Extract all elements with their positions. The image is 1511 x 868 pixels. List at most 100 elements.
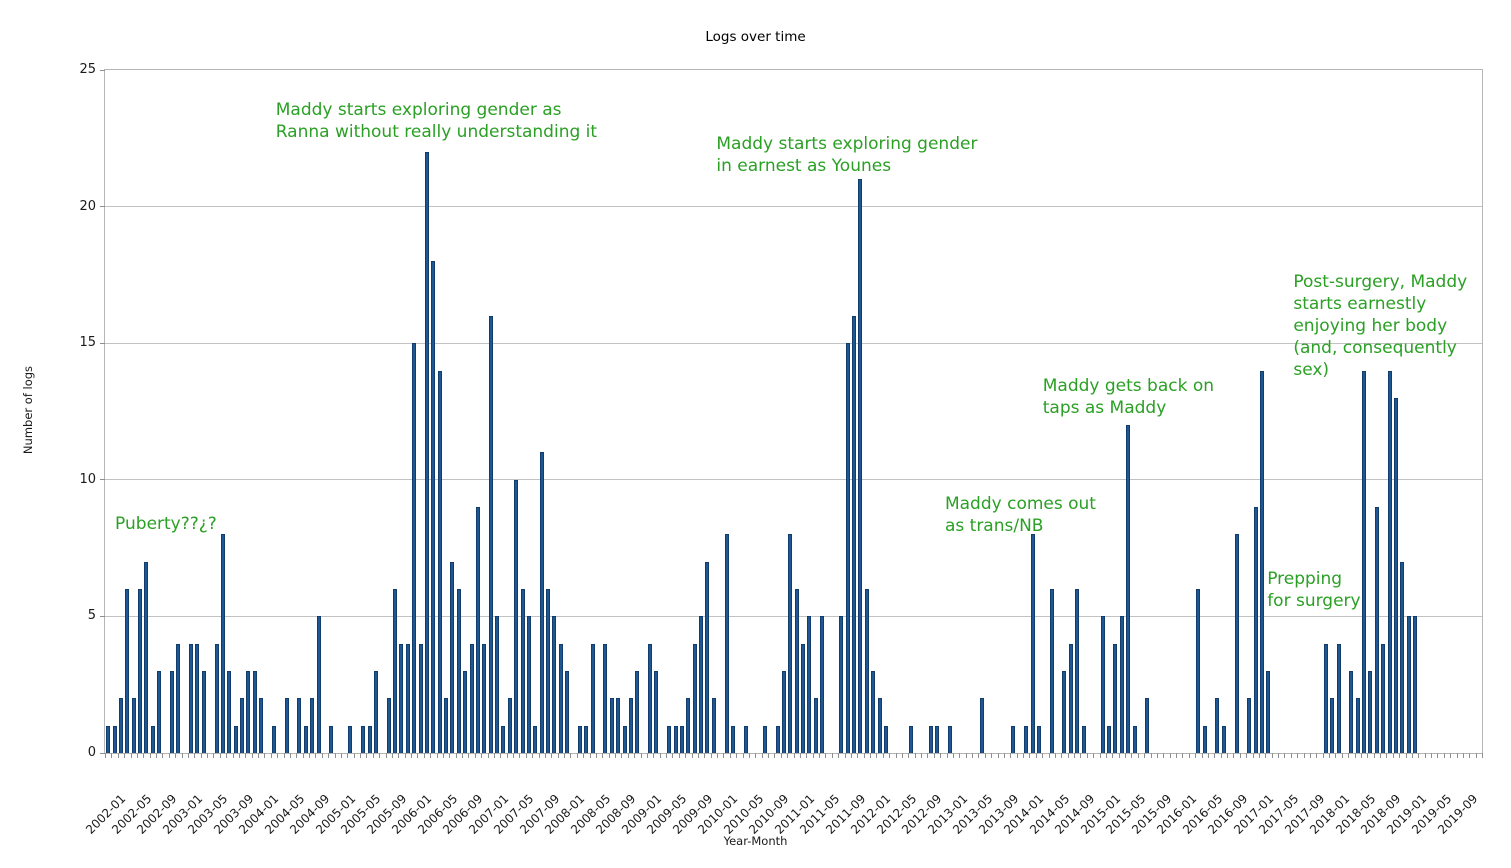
bar — [871, 671, 876, 753]
x-tick — [1125, 753, 1126, 758]
bar — [533, 725, 538, 753]
x-tick — [1054, 753, 1056, 758]
bar — [1330, 698, 1335, 753]
x-tick — [889, 753, 891, 758]
x-tick — [1399, 753, 1401, 758]
x-tick — [685, 753, 687, 758]
x-tick — [1462, 753, 1464, 758]
x-tick — [952, 753, 954, 758]
x-tick — [1118, 753, 1120, 758]
x-tick — [162, 753, 164, 758]
x-tick — [615, 753, 616, 758]
bar — [1362, 370, 1367, 753]
bar — [1349, 671, 1354, 753]
bar — [1381, 643, 1386, 753]
bar — [877, 698, 882, 753]
x-tick — [1233, 753, 1235, 758]
x-tick — [513, 753, 514, 758]
bar — [412, 343, 417, 753]
y-tick-label: 0 — [87, 745, 96, 760]
x-tick — [723, 753, 725, 758]
gridline — [105, 206, 1482, 208]
bar — [1132, 725, 1137, 753]
bar — [252, 671, 257, 753]
x-tick — [366, 753, 368, 758]
x-tick — [1112, 753, 1114, 758]
bar — [437, 370, 442, 753]
bar — [399, 643, 404, 753]
x-tick — [538, 753, 540, 758]
annotation: Puberty??¿? — [115, 514, 217, 535]
x-tick — [430, 753, 432, 758]
x-tick — [1105, 753, 1107, 758]
x-tick — [232, 753, 234, 758]
bar — [883, 725, 888, 753]
x-tick — [283, 753, 285, 758]
bar — [928, 725, 933, 753]
bar — [635, 671, 640, 753]
annotation: Maddy starts exploring gender in earnest… — [716, 133, 978, 176]
x-tick — [1074, 753, 1075, 758]
x-tick — [933, 753, 935, 758]
x-tick — [978, 753, 980, 758]
bar — [220, 534, 225, 753]
x-tick — [423, 753, 425, 758]
bar — [507, 698, 512, 753]
bar — [125, 589, 130, 753]
x-tick — [1431, 753, 1432, 758]
x-tick — [1176, 753, 1177, 758]
x-tick — [704, 753, 706, 758]
x-tick — [372, 753, 374, 758]
x-tick — [678, 753, 680, 758]
x-tick — [583, 753, 585, 758]
bar — [348, 725, 353, 753]
x-tick — [1258, 753, 1260, 758]
x-tick — [500, 753, 502, 758]
x-tick — [525, 753, 527, 758]
x-tick — [761, 753, 763, 758]
bar — [227, 671, 232, 753]
x-axis-title: Year-Month — [723, 834, 788, 848]
x-tick — [729, 753, 731, 758]
gridline — [105, 615, 1482, 617]
x-tick — [608, 753, 610, 758]
x-tick — [1348, 753, 1350, 758]
bar — [329, 725, 334, 753]
bar — [297, 698, 302, 753]
x-tick — [1227, 753, 1228, 758]
x-tick — [838, 753, 840, 758]
x-tick — [1405, 753, 1407, 758]
bar — [1393, 397, 1398, 753]
bar — [386, 698, 391, 753]
bar — [1100, 616, 1105, 753]
bar — [546, 589, 551, 753]
bar — [724, 534, 729, 753]
x-tick — [1469, 753, 1471, 758]
x-tick — [736, 753, 738, 758]
x-tick — [564, 753, 565, 758]
x-tick — [1411, 753, 1413, 758]
x-tick — [844, 753, 846, 758]
x-tick — [449, 753, 451, 758]
bar — [1011, 725, 1016, 753]
bar — [246, 671, 251, 753]
x-tick — [1150, 753, 1152, 758]
x-tick — [544, 753, 546, 758]
x-tick — [1156, 753, 1158, 758]
x-tick — [825, 753, 827, 758]
x-tick — [532, 753, 534, 758]
bar — [233, 725, 238, 753]
x-tick — [1061, 753, 1063, 758]
x-tick — [589, 753, 591, 758]
bar — [858, 179, 863, 753]
bar — [514, 479, 519, 753]
bar — [590, 643, 595, 753]
x-tick — [404, 753, 406, 758]
bar — [781, 671, 786, 753]
bar — [775, 725, 780, 753]
x-tick — [570, 753, 572, 758]
x-tick — [391, 753, 393, 758]
x-tick — [411, 753, 412, 758]
bar — [1234, 534, 1239, 753]
x-tick — [334, 753, 336, 758]
